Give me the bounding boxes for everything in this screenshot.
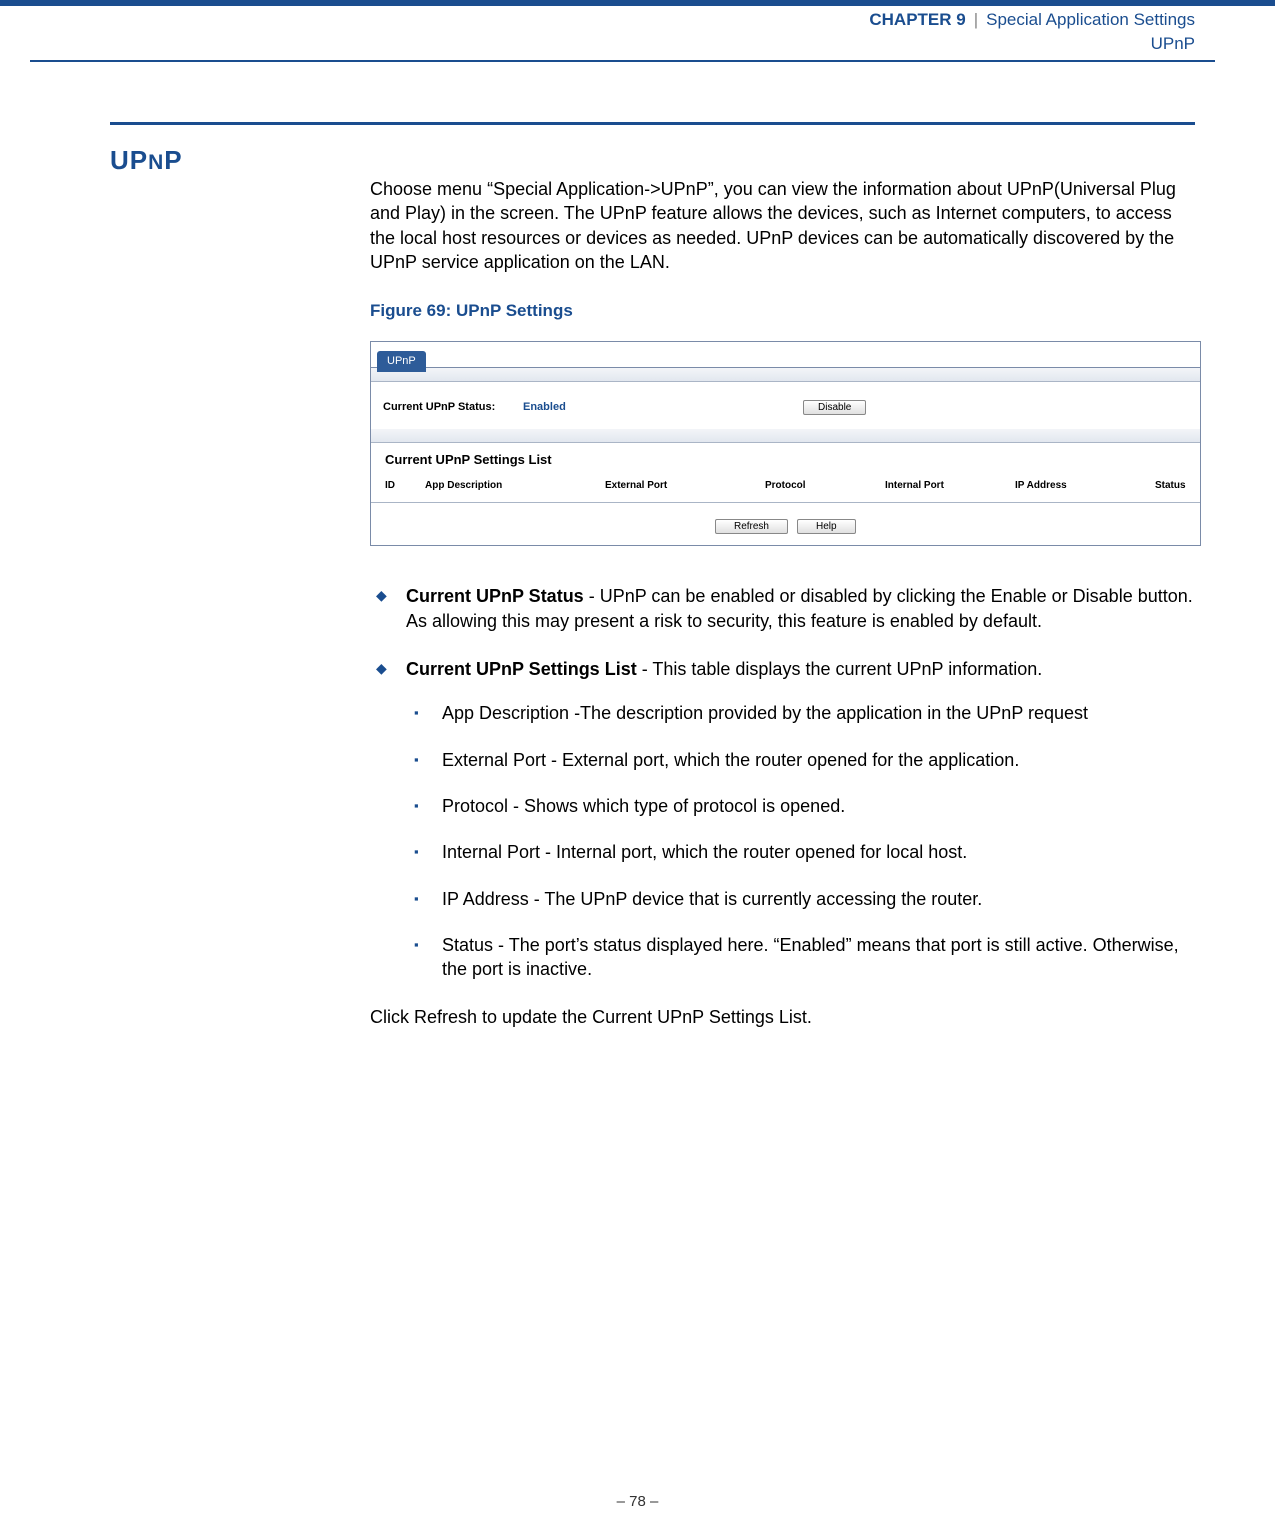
sub-item: Status - The port’s status displayed her… <box>406 933 1201 982</box>
bullet-label: Current UPnP Settings List <box>406 659 637 679</box>
refresh-button[interactable]: Refresh <box>715 519 788 534</box>
help-button[interactable]: Help <box>797 519 856 534</box>
page-number: – 78 – <box>0 1493 1275 1510</box>
bullet-list: Current UPnP Status - UPnP can be enable… <box>370 584 1201 981</box>
col-int: Internal Port <box>885 479 1015 493</box>
sub-item: Internal Port - Internal port, which the… <box>406 840 1201 864</box>
ss-list-title: Current UPnP Settings List <box>371 443 1200 475</box>
sub-item: App Description -The description provide… <box>406 701 1201 725</box>
sub-item: External Port - External port, which the… <box>406 748 1201 772</box>
section-rule <box>110 122 1195 125</box>
chapter-title: Special Application Settings <box>986 10 1195 30</box>
header-separator: | <box>974 10 978 30</box>
sub-list: App Description -The description provide… <box>406 701 1201 981</box>
ss-status-value: Enabled <box>523 400 803 415</box>
chapter-label: CHAPTER 9 <box>869 10 965 30</box>
page-header: CHAPTER 9 | Special Application Settings <box>0 6 1275 34</box>
intro-paragraph: Choose menu “Special Application->UPnP”,… <box>370 177 1201 274</box>
ss-footer: Refresh Help <box>371 503 1200 545</box>
closing-paragraph: Click Refresh to update the Current UPnP… <box>370 1005 1201 1029</box>
col-id: ID <box>385 479 425 493</box>
ss-table-header: ID App Description External Port Protoco… <box>371 475 1200 504</box>
bullet-text: - This table displays the current UPnP i… <box>637 659 1043 679</box>
bullet-item: Current UPnP Status - UPnP can be enable… <box>370 584 1201 633</box>
ss-status-label: Current UPnP Status: <box>383 400 523 415</box>
col-ip: IP Address <box>1015 479 1155 493</box>
col-proto: Protocol <box>765 479 885 493</box>
upnp-screenshot: UPnP Current UPnP Status: Enabled Disabl… <box>370 341 1201 546</box>
col-ext: External Port <box>605 479 765 493</box>
ss-tab-upnp[interactable]: UPnP <box>377 351 426 372</box>
figure-label: Figure 69: UPnP Settings <box>370 300 1201 323</box>
ss-divider <box>371 429 1200 443</box>
header-subtitle: UPnP <box>0 34 1275 54</box>
sub-item: IP Address - The UPnP device that is cur… <box>406 887 1201 911</box>
ss-divider <box>371 368 1200 382</box>
col-status: Status <box>1155 479 1186 493</box>
sub-item: Protocol - Shows which type of protocol … <box>406 794 1201 818</box>
ss-tabbar: UPnP <box>371 342 1200 368</box>
bullet-label: Current UPnP Status <box>406 586 584 606</box>
section-heading: UPNP <box>110 145 370 176</box>
bullet-item: Current UPnP Settings List - This table … <box>370 657 1201 981</box>
col-app: App Description <box>425 479 605 493</box>
disable-button[interactable]: Disable <box>803 400 866 415</box>
